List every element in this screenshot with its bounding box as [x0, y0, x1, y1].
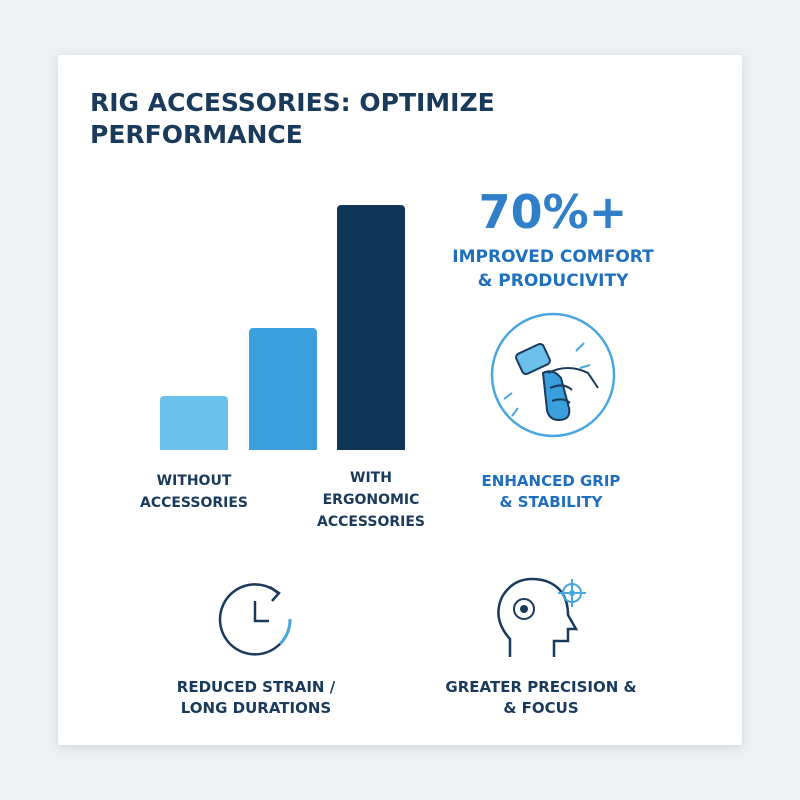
feature-label: ENHANCED GRIP & STABILITY — [481, 472, 621, 511]
bar — [248, 327, 317, 450]
feature-label: GREATER PRECISION & & FOCUS — [445, 678, 637, 717]
card: RIG ACCESSORIES: OPTIMIZE PERFORMANCE 70… — [58, 55, 742, 745]
stat-value: 70%+ — [478, 185, 628, 239]
stat-caption: IMPROVED COMFORT & PRODUCIVITY — [452, 247, 654, 291]
head-icon — [497, 577, 586, 657]
clock-icon — [218, 583, 292, 656]
bar — [160, 396, 228, 450]
grip-icon — [490, 312, 616, 438]
chart-title: RIG ACCESSORIES: OPTIMIZE PERFORMANCE — [90, 88, 495, 149]
x-tick-label: WITHOUT ACCESSORIES — [139, 473, 249, 511]
x-tick-label: WITH ERGONOMIC ACCESSORIES — [316, 470, 426, 530]
bar — [337, 205, 405, 450]
feature-label: REDUCED STRAIN / LONG DURATIONS — [176, 678, 336, 717]
